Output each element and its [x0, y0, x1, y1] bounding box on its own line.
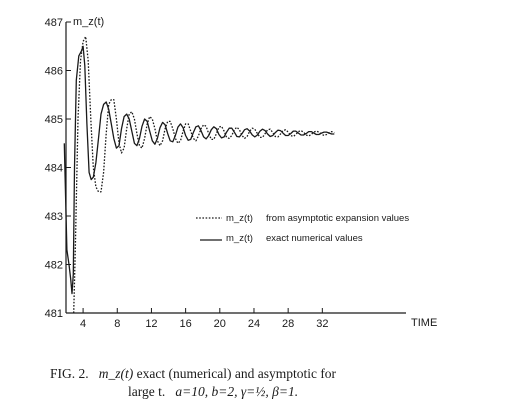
- caption-symbol: m_z(t): [98, 366, 134, 381]
- legend-symbol-asymptotic: m_z(t): [226, 213, 253, 224]
- legend: m_z(t) from asymptotic expansion values …: [196, 213, 409, 244]
- chart-axes: [65, 22, 406, 314]
- series-asymptotic-line: [73, 35, 335, 314]
- caption-line-2: large t. a=10, b=2, γ=½, β=1.: [40, 383, 500, 401]
- legend-label-asymptotic: from asymptotic expansion values: [266, 213, 409, 224]
- x-tick-label: 32: [316, 318, 328, 330]
- x-axis-label: TIME: [411, 317, 437, 329]
- caption-lead: large t.: [128, 384, 166, 399]
- legend-label-exact: exact numerical values: [266, 233, 363, 244]
- y-tick-label: 485: [45, 114, 63, 126]
- legend-symbol-exact: m_z(t): [226, 233, 253, 244]
- y-tick-label: 486: [45, 66, 63, 78]
- y-tick-label: 483: [45, 211, 63, 223]
- caption-params: a=10, b=2, γ=½, β=1.: [175, 384, 299, 399]
- y-tick-label: 484: [45, 163, 63, 175]
- x-tick-label: 4: [80, 318, 86, 330]
- figure-caption: FIG. 2. m_z(t) exact (numerical) and asy…: [40, 365, 500, 401]
- x-tick-label: 20: [214, 318, 226, 330]
- series-exact-line: [63, 45, 335, 295]
- x-tick-label: 16: [179, 318, 191, 330]
- y-axis-label: m_z(t): [73, 16, 104, 28]
- x-tick-label: 12: [145, 318, 157, 330]
- caption-text-1: exact (numerical) and asymptotic for: [136, 366, 337, 381]
- caption-line-1: FIG. 2. m_z(t) exact (numerical) and asy…: [40, 365, 500, 383]
- x-tick-label: 28: [282, 318, 294, 330]
- x-tick-label: 24: [248, 318, 260, 330]
- chart-ticks: 481 482 483 484 485 486 487 4 8 12 16 20 24 28 32: [45, 17, 329, 330]
- caption-label: FIG. 2.: [50, 366, 89, 381]
- chart-series: [63, 35, 335, 314]
- y-tick-label: 482: [45, 260, 63, 272]
- y-tick-label: 487: [45, 17, 63, 29]
- x-tick-label: 8: [114, 318, 120, 330]
- y-tick-label: 481: [45, 308, 63, 320]
